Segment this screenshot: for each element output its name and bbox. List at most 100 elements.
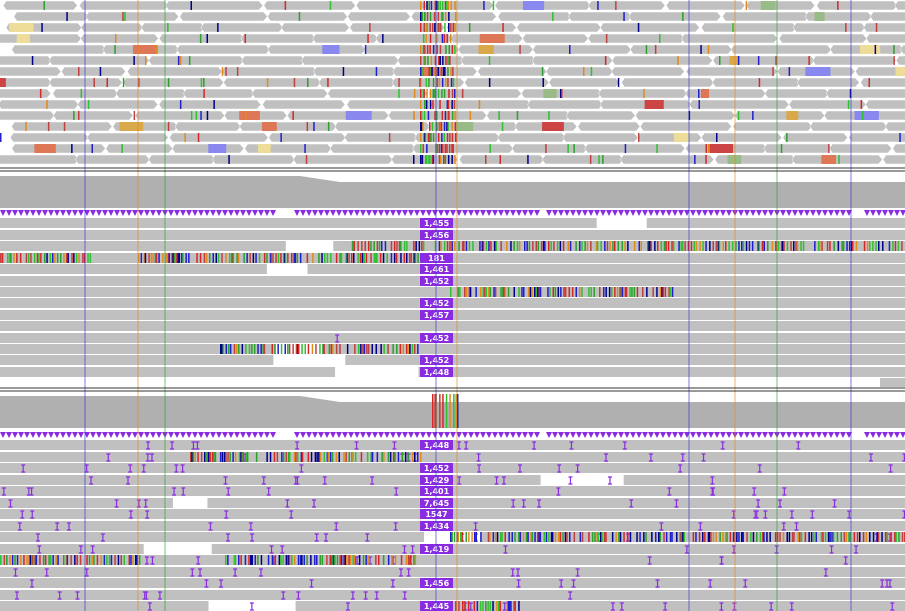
- mismatch: [841, 241, 843, 251]
- mismatch: [282, 452, 285, 462]
- insertion-triangle: [492, 432, 498, 438]
- insertion-mark: [295, 441, 300, 450]
- mismatch-block: [786, 111, 799, 120]
- mismatch: [246, 452, 249, 462]
- insertion-triangle: [876, 432, 882, 438]
- insertion-triangle: [474, 432, 480, 438]
- mismatch: [439, 1, 441, 10]
- mismatch: [589, 155, 592, 164]
- mismatch: [197, 133, 200, 142]
- mismatch: [423, 111, 426, 120]
- mismatch: [499, 155, 501, 164]
- mismatch: [548, 532, 550, 542]
- mismatch: [351, 253, 353, 263]
- mismatch: [281, 452, 283, 462]
- mismatch: [619, 287, 621, 297]
- mismatch: [411, 452, 414, 462]
- mismatch: [677, 56, 679, 65]
- mismatch: [694, 155, 696, 164]
- mismatch: [366, 452, 369, 462]
- mismatch: [436, 144, 439, 153]
- mismatch: [724, 532, 727, 542]
- mismatch: [233, 555, 236, 565]
- insertion-triangle: [12, 432, 18, 438]
- mismatch: [71, 144, 73, 153]
- insertion-label-box: [420, 601, 453, 611]
- mismatch: [132, 555, 134, 565]
- mismatch: [417, 452, 419, 462]
- mismatch: [510, 601, 512, 611]
- mismatch: [362, 555, 365, 565]
- insertion-triangle: [474, 210, 480, 216]
- read: [171, 143, 245, 154]
- mismatch: [489, 287, 492, 297]
- mismatch: [332, 555, 335, 565]
- insertion-triangle: [132, 432, 138, 438]
- insertion-triangle: [294, 432, 300, 438]
- mismatch: [450, 34, 452, 43]
- mismatch: [514, 601, 516, 611]
- insertion-triangle: [678, 210, 684, 216]
- mismatch: [379, 253, 382, 263]
- read: [268, 132, 346, 143]
- mismatch: [531, 287, 533, 297]
- mismatch: [679, 532, 681, 542]
- mismatch: [381, 241, 383, 251]
- insertion-triangle: [558, 210, 564, 216]
- mismatch: [442, 12, 444, 21]
- insertion-triangle: [348, 210, 354, 216]
- insertion-mark: [701, 453, 706, 462]
- mismatch: [650, 241, 652, 251]
- mismatch: [110, 555, 113, 565]
- mismatch: [450, 1, 452, 10]
- mismatch: [270, 253, 272, 263]
- insertion-triangle: [30, 210, 36, 216]
- mismatch: [440, 155, 442, 164]
- insertion-triangle: [342, 432, 348, 438]
- mismatch: [182, 253, 184, 263]
- mismatch: [430, 1, 433, 10]
- mismatch: [437, 67, 439, 76]
- mismatch: [506, 241, 508, 251]
- mismatch: [529, 287, 532, 297]
- insertion-triangle: [822, 210, 828, 216]
- insertion-triangle: [216, 210, 222, 216]
- insertion-triangle: [606, 210, 612, 216]
- mismatch: [135, 555, 137, 565]
- mismatch: [314, 555, 316, 565]
- insertion-mark: [296, 591, 301, 600]
- mismatch: [87, 100, 90, 109]
- mismatch: [566, 532, 568, 542]
- insertion-triangle: [48, 210, 54, 216]
- mismatch: [550, 241, 552, 251]
- insertion-triangle: [498, 210, 504, 216]
- insertion-mark: [145, 453, 150, 462]
- mismatch: [441, 111, 444, 120]
- insertion-mark: [299, 464, 304, 473]
- mismatch: [461, 532, 464, 542]
- mismatch: [860, 100, 863, 109]
- mismatch: [537, 241, 539, 251]
- mismatch: [631, 287, 633, 297]
- read: [531, 55, 614, 66]
- mismatch: [272, 253, 274, 263]
- insertion-mark: [575, 568, 580, 577]
- mismatch: [91, 555, 93, 565]
- insertion-mark: [532, 441, 537, 450]
- read: [312, 33, 379, 44]
- insertion-triangle: [780, 432, 786, 438]
- mismatch: [710, 532, 712, 542]
- mismatch: [786, 241, 789, 251]
- mismatch: [815, 532, 817, 542]
- mismatch: [310, 452, 313, 462]
- mismatch: [414, 344, 416, 354]
- mismatch: [636, 532, 638, 542]
- insertion-triangle: [804, 432, 810, 438]
- mismatch: [155, 45, 157, 54]
- mismatch: [591, 532, 594, 542]
- insertion-mark: [604, 453, 609, 462]
- read: [0, 154, 80, 165]
- insertion-mark: [258, 568, 263, 577]
- mismatch: [476, 601, 479, 611]
- mismatch: [311, 344, 314, 354]
